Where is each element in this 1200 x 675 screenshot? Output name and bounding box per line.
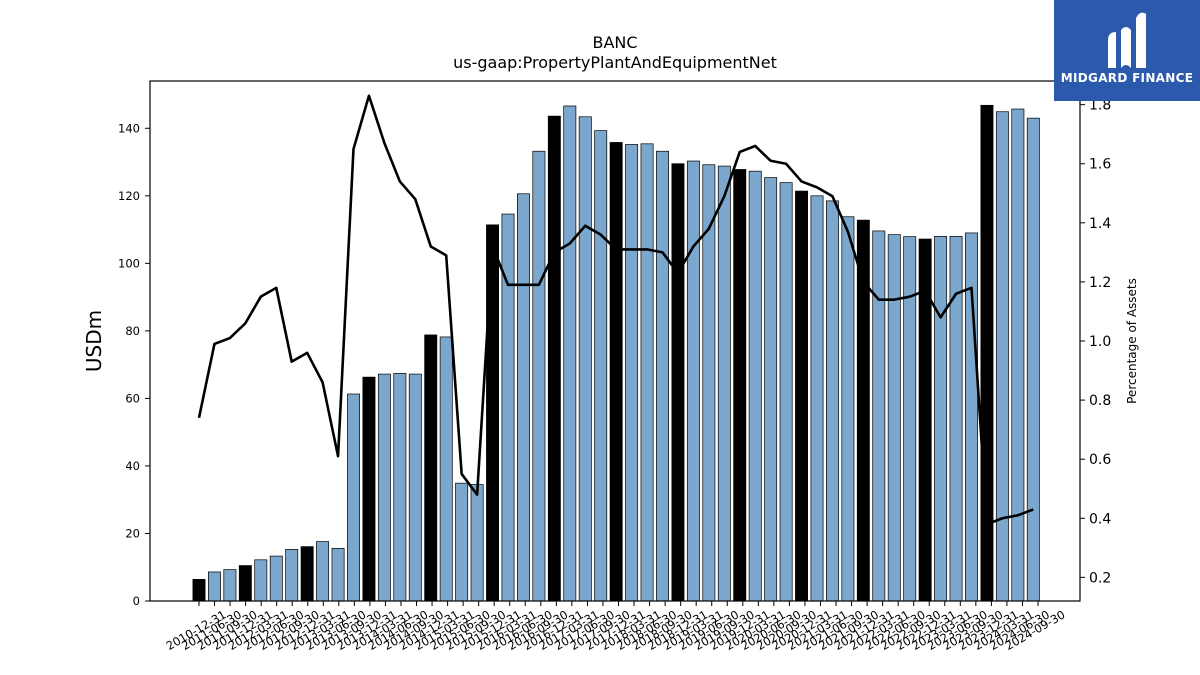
line-series	[197, 94, 1034, 526]
y2-tick-label: 0.8	[1089, 393, 1111, 409]
y-tick-label: 140	[118, 121, 140, 135]
left-axis-ticks: 0 20 40 60 80 100 120 140	[118, 121, 150, 608]
bar	[300, 546, 314, 602]
y-tick-label: 100	[118, 256, 140, 270]
chart-subtitle: us-gaap:PropertyPlantAndEquipmentNet	[453, 53, 777, 72]
bar	[532, 150, 546, 602]
bar	[1026, 117, 1040, 602]
y-tick-label: 60	[125, 391, 140, 405]
bar	[903, 236, 917, 602]
y2-tick-label: 0.6	[1089, 452, 1111, 468]
bar	[795, 190, 809, 602]
bar	[238, 565, 252, 602]
bar	[362, 376, 376, 602]
bar	[269, 555, 283, 602]
bar	[285, 548, 299, 602]
bar	[439, 336, 453, 602]
bar	[254, 559, 268, 602]
bar	[1011, 108, 1025, 602]
bar	[455, 482, 469, 602]
bar	[331, 547, 345, 602]
y2-tick-label: 0.4	[1089, 511, 1111, 527]
bar	[671, 163, 685, 602]
x-axis-ticks: 2010-12-312011-06-302011-09-302011-12-31…	[164, 601, 1068, 653]
bar	[934, 235, 948, 602]
right-axis-label: Percentage of Assets	[1125, 278, 1139, 404]
bar	[733, 169, 747, 602]
bar	[408, 373, 422, 602]
y2-tick-label: 0.2	[1089, 570, 1111, 586]
chart-title: BANC	[592, 33, 637, 52]
bar	[625, 144, 639, 602]
y2-tick-label: 1.2	[1089, 275, 1111, 291]
y2-tick-label: 1.4	[1089, 216, 1111, 232]
bar	[486, 224, 500, 602]
bar	[192, 579, 206, 602]
bar	[887, 234, 901, 602]
y-tick-label: 20	[125, 526, 140, 540]
bar	[764, 177, 778, 602]
bar	[995, 111, 1009, 602]
y2-tick-label: 1.6	[1089, 157, 1111, 173]
percentage-line	[197, 94, 1034, 526]
bar	[640, 143, 654, 602]
bar	[424, 334, 438, 602]
y-tick-label: 120	[118, 189, 140, 203]
right-axis-ticks: 0.2 0.4 0.6 0.8 1.0 1.2 1.4 1.6 1.8	[1080, 98, 1111, 586]
bar	[656, 150, 669, 602]
bar	[980, 104, 994, 602]
y2-tick-label: 1.8	[1089, 98, 1111, 114]
y-tick-label: 40	[125, 459, 140, 473]
bar	[578, 116, 592, 602]
bar	[547, 115, 561, 602]
bar	[377, 373, 391, 602]
bar	[872, 230, 886, 602]
bar	[594, 130, 608, 602]
bar	[609, 142, 623, 602]
bar	[208, 571, 221, 602]
bar	[470, 484, 484, 602]
bar	[223, 569, 237, 602]
bar	[810, 195, 824, 602]
bar	[841, 216, 855, 602]
bar	[748, 170, 762, 602]
bar	[779, 182, 793, 602]
bar-series	[192, 104, 1040, 602]
bar	[316, 541, 330, 602]
bar	[825, 200, 839, 602]
midgard-logo-icon	[1108, 12, 1146, 69]
bar	[856, 219, 870, 602]
y-tick-label: 80	[125, 324, 140, 338]
bar	[563, 105, 577, 602]
bar	[516, 193, 530, 602]
y2-tick-label: 1.0	[1089, 334, 1111, 350]
bar	[686, 160, 700, 602]
logo-text: MIDGARD FINANCE	[1060, 71, 1194, 85]
bar	[347, 393, 360, 602]
midgard-finance-logo: MIDGARD FINANCE	[1054, 0, 1200, 101]
y-tick-label: 0	[133, 594, 140, 608]
bar	[393, 373, 407, 602]
bar	[717, 165, 731, 602]
y-axis-label: USDm	[82, 310, 106, 372]
